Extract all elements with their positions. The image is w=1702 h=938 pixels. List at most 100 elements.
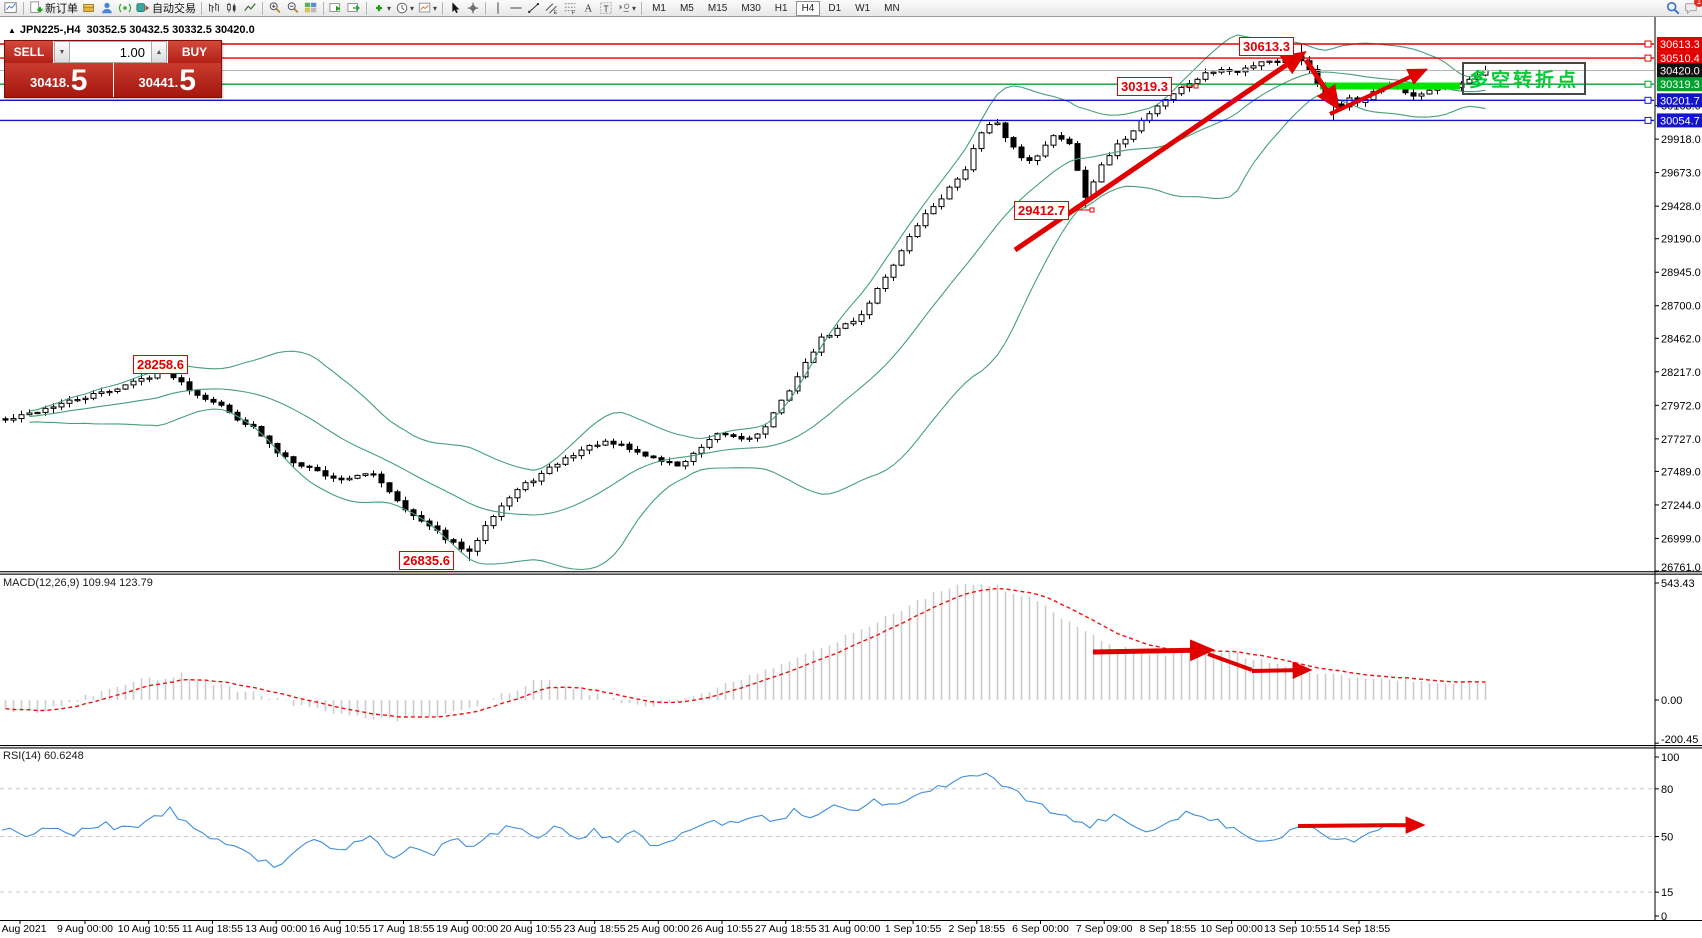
trend-arrow[interactable] (1329, 68, 1429, 116)
time-label: 19 Aug 00:00 (436, 923, 498, 935)
buy-price-pip: 5 (179, 64, 196, 97)
profile-button[interactable] (98, 0, 116, 16)
tile-windows-button[interactable] (302, 0, 320, 16)
price-badge (1657, 93, 1702, 108)
toolbar-separator (442, 1, 444, 15)
line-chart-button[interactable] (241, 0, 259, 16)
timeframe-d1-button[interactable]: D1 (828, 2, 842, 14)
rsi-name: RSI(14) (3, 750, 41, 762)
level-handle[interactable] (1644, 80, 1652, 88)
crosshair-icon (467, 2, 479, 14)
zoom-out-button[interactable] (284, 0, 302, 16)
time-label: 14 Sep 18:55 (1328, 923, 1391, 935)
timeframe-h1-button[interactable]: H1 (774, 2, 788, 14)
timeframe-m30-button[interactable]: M30 (741, 2, 761, 14)
panel-separator[interactable] (0, 573, 1702, 575)
add-indicator-icon (375, 4, 383, 12)
trend-arrow[interactable] (1092, 639, 1215, 662)
new-order-button[interactable]: 新订单 (27, 0, 80, 16)
volume-input[interactable] (70, 41, 151, 63)
cursor-icon (452, 2, 460, 14)
trendline-icon (528, 2, 540, 14)
cursor-button[interactable] (446, 0, 464, 16)
macd-tick: 543.43 (1661, 578, 1695, 590)
level-handle[interactable] (1644, 40, 1652, 48)
price-callout-29412.7[interactable]: 29412.7 (1014, 201, 1069, 220)
time-label: 31 Aug 00:00 (818, 923, 880, 935)
equidistant-channel-button[interactable]: E (543, 0, 561, 16)
timeframe-mn-button[interactable]: MN (884, 2, 900, 14)
styler-icon (83, 4, 94, 12)
signals-icon (118, 3, 132, 13)
new-order-button-label: 新订单 (45, 3, 78, 15)
trend-arrow[interactable] (1207, 652, 1253, 672)
timeframe-m5-button[interactable]: M5 (679, 2, 694, 14)
sell-price[interactable]: 30418. 5 (5, 63, 114, 97)
price-tick: 28700.0 (1661, 301, 1701, 313)
vertical-line-button[interactable] (489, 0, 507, 16)
level-handle[interactable] (1644, 54, 1652, 62)
label-button[interactable]: T (597, 0, 615, 16)
price-tick: 27489.0 (1661, 466, 1701, 478)
fibonacci-button[interactable]: F (561, 0, 579, 16)
auto-scroll-icon (329, 3, 341, 12)
timeframe-m1-button[interactable]: M1 (652, 2, 666, 14)
timeframe-h4-button[interactable]: H4 (795, 0, 821, 16)
buy-button[interactable]: BUY (167, 41, 221, 63)
auto-scroll-button[interactable] (327, 0, 345, 16)
autotrading-button-label: 自动交易 (152, 3, 196, 15)
horizontal-line-button[interactable] (507, 0, 525, 16)
buy-price-main: 30441. (138, 75, 179, 90)
rsi-tick: 50 (1661, 832, 1673, 844)
periods-button[interactable]: ▾ (393, 0, 416, 16)
candlestick-chart-icon (227, 2, 236, 13)
panel-separator[interactable] (0, 571, 1702, 573)
toolbar: 新订单 自动交易 ▾ ▾ ▾ E F A T ▾ M1 M5 M15 M30 H1 H4 D1 W1 MN 1 (0, 0, 1702, 17)
rsi-line (1, 772, 1387, 868)
trend-arrow[interactable] (1303, 58, 1340, 111)
price-callout-30319.3[interactable]: 30319.3 (1117, 77, 1172, 96)
new-chart-button[interactable] (2, 0, 20, 16)
level-handle[interactable] (1644, 96, 1652, 104)
rsi-tick: 100 (1661, 752, 1679, 764)
price-callout-26835.6[interactable]: 26835.6 (399, 551, 454, 570)
label-icon: T (600, 2, 612, 14)
volume-decrease-button[interactable]: ▼ (54, 41, 70, 63)
add-indicator-button[interactable]: ▾ (370, 0, 393, 16)
bar-chart-icon (209, 2, 219, 13)
price-tick: 27244.0 (1661, 500, 1701, 512)
trend-arrow[interactable] (1251, 661, 1313, 680)
price-tick: 26761.0 (1661, 562, 1701, 574)
text-button[interactable]: A (579, 0, 597, 16)
toolbar-separator (641, 1, 643, 15)
price-callout-28258.6[interactable]: 28258.6 (133, 355, 188, 374)
panel-separator[interactable] (0, 747, 1702, 749)
sell-button[interactable]: SELL (5, 41, 54, 63)
volume-increase-button[interactable]: ▲ (151, 41, 167, 63)
timeframe-w1-button[interactable]: W1 (855, 2, 871, 14)
price-badge-text: 30613.3 (1660, 39, 1700, 51)
panel-separator[interactable] (0, 745, 1702, 747)
autotrading-button[interactable]: 自动交易 (134, 0, 198, 16)
annotation-note[interactable]: 多空转折点 (1462, 62, 1587, 95)
templates-icon (418, 2, 431, 13)
price-callout-30613.3[interactable]: 30613.3 (1239, 37, 1294, 56)
templates-button[interactable]: ▾ (416, 0, 439, 16)
trend-arrow[interactable] (1297, 816, 1426, 834)
chart-shift-button[interactable] (345, 0, 363, 16)
candlestick-chart-button[interactable] (223, 0, 241, 16)
bar-chart-button[interactable] (205, 0, 223, 16)
toolbar-separator (323, 1, 324, 15)
timeframe-m15-button[interactable]: M15 (707, 2, 728, 14)
trendline-button[interactable] (525, 0, 543, 16)
signals-button[interactable] (116, 0, 134, 16)
search-button[interactable] (1664, 0, 1682, 16)
level-handle[interactable] (1644, 116, 1652, 124)
fibonacci-icon: F (564, 3, 576, 15)
buy-price[interactable]: 30441. 5 (113, 63, 221, 97)
styler-button[interactable] (80, 0, 98, 16)
crosshair-button[interactable] (464, 0, 482, 16)
collapse-icon[interactable]: ▲ (8, 26, 16, 35)
arrows-button[interactable]: ▾ (615, 0, 638, 16)
zoom-in-button[interactable] (266, 0, 284, 16)
